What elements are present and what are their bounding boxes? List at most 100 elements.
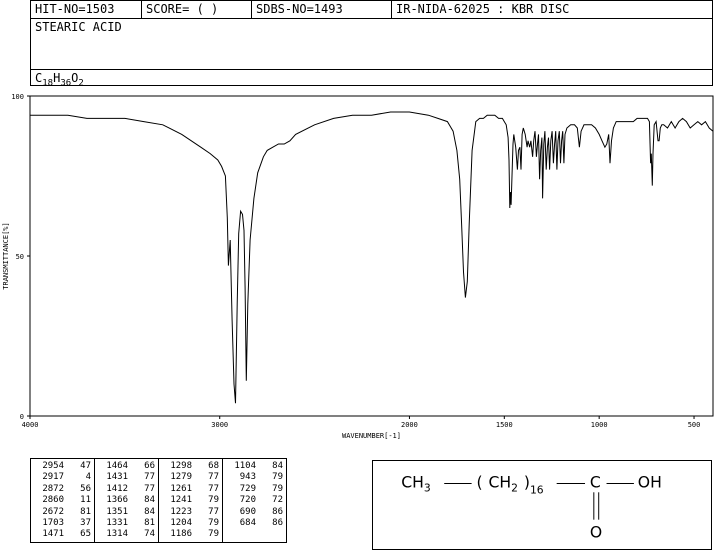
structure-hydroxyl: OH (638, 472, 662, 491)
peak-row: 2872 56 (34, 484, 91, 495)
peak-wavenumber: 1261 (170, 483, 192, 494)
peak-transmittance: 84 (144, 506, 155, 517)
peak-wavenumber: 1366 (106, 495, 128, 506)
compound-name: STEARIC ACID (35, 20, 122, 34)
peak-transmittance: 11 (80, 495, 91, 506)
peak-row: 2954 47 (34, 461, 91, 472)
peak-wavenumber: 2917 (42, 472, 64, 483)
peak-row: 1412 77 (98, 484, 155, 495)
peak-wavenumber: 2954 (42, 461, 64, 471)
peak-wavenumber: 2860 (42, 495, 64, 506)
peak-transmittance: 84 (272, 461, 283, 471)
peak-wavenumber: 690 (239, 506, 256, 517)
peak-transmittance: 72 (272, 495, 283, 506)
peak-row: 1314 74 (98, 529, 155, 540)
peak-transmittance: 86 (272, 506, 283, 517)
peak-wavenumber: 1104 (234, 461, 256, 471)
peak-wavenumber: 1412 (106, 483, 128, 494)
peak-transmittance: 77 (144, 472, 155, 483)
x-tick-label: 2000 (401, 421, 418, 429)
peak-row: 1104 84 (226, 461, 283, 472)
peak-transmittance: 79 (208, 529, 219, 540)
peak-transmittance: 65 (80, 529, 91, 540)
peak-row: 1351 84 (98, 507, 155, 518)
peak-row: 690 86 (226, 507, 283, 518)
peak-wavenumber: 1223 (170, 506, 192, 517)
y-tick-label: 100 (11, 93, 24, 101)
x-tick-label: 3000 (211, 421, 228, 429)
peak-row: 1703 37 (34, 518, 91, 529)
peak-wavenumber: 1471 (42, 529, 64, 540)
peak-transmittance: 66 (144, 461, 155, 471)
peak-row: 729 79 (226, 484, 283, 495)
peak-transmittance: 77 (208, 506, 219, 517)
peak-row: 2860 11 (34, 495, 91, 506)
peak-column: 2954 47 2917 4 2872 56 2860 11 2672 81 1703 37 1471 6… (31, 459, 95, 542)
spectrum-header: HIT-NO=1503 SCORE= ( ) SDBS-NO=1493 IR-N… (30, 0, 713, 89)
y-axis-label: TRANSMITTANCE[%] (2, 222, 10, 289)
peak-row: 720 72 (226, 495, 283, 506)
ir-spectrum-chart: 0 50 100 4000 3000 2000 1500 1000 500 WAVENUMBER… (2, 93, 714, 440)
hit-number: HIT-NO=1503 (31, 1, 142, 18)
peak-row: 1464 66 (98, 461, 155, 472)
peak-transmittance: 86 (272, 517, 283, 528)
peak-transmittance: 77 (144, 483, 155, 494)
peak-row: 1366 84 (98, 495, 155, 506)
peak-table: 2954 47 2917 4 2872 56 2860 11 2672 81 1703 37 1471 6… (30, 458, 287, 543)
molecular-formula: C18H36O2 (35, 71, 84, 89)
peak-row: 1431 77 (98, 472, 155, 483)
peak-transmittance: 81 (80, 506, 91, 517)
y-tick-label: 0 (20, 413, 24, 421)
peak-transmittance: 81 (144, 517, 155, 528)
chart-axes: 0 50 100 4000 3000 2000 1500 1000 500 (11, 93, 714, 429)
peak-row: 2917 4 (34, 472, 91, 483)
header-divider (31, 69, 712, 70)
structure-ch2-group: (CH2)16 (476, 472, 543, 496)
peak-transmittance: 77 (208, 472, 219, 483)
peak-transmittance: 79 (272, 483, 283, 494)
x-axis-label: WAVENUMBER[-1] (342, 432, 401, 440)
peak-wavenumber: 1314 (106, 529, 128, 540)
peak-transmittance: 79 (208, 495, 219, 506)
peak-wavenumber: 1351 (106, 506, 128, 517)
peak-wavenumber: 1241 (170, 495, 192, 506)
peak-transmittance: 47 (80, 461, 91, 471)
peak-transmittance: 77 (208, 483, 219, 494)
peak-row: 1298 68 (162, 461, 219, 472)
peak-row: 1331 81 (98, 518, 155, 529)
peak-row: 1261 77 (162, 484, 219, 495)
peak-transmittance: 4 (85, 472, 91, 483)
peak-row: 943 79 (226, 472, 283, 483)
peak-wavenumber: 1464 (106, 461, 128, 471)
header-id-row: HIT-NO=1503 SCORE= ( ) SDBS-NO=1493 IR-N… (31, 1, 712, 19)
peak-row: 1223 77 (162, 507, 219, 518)
peak-column: 1104 84 943 79 729 79 720 72 690 86 684 86 (223, 459, 286, 542)
peak-wavenumber: 729 (239, 483, 256, 494)
peak-wavenumber: 1298 (170, 461, 192, 471)
peak-column: 1464 66 1431 77 1412 77 1366 84 1351 84 1331 81 1314… (95, 459, 159, 542)
structure-carbon: C (590, 472, 601, 491)
peak-wavenumber: 684 (239, 517, 256, 528)
peak-wavenumber: 943 (239, 472, 256, 483)
peak-wavenumber: 1204 (170, 517, 192, 528)
x-tick-label: 1500 (496, 421, 513, 429)
peak-transmittance: 79 (208, 517, 219, 528)
peak-row: 1204 79 (162, 518, 219, 529)
peak-wavenumber: 1186 (170, 529, 192, 540)
ir-nida-info: IR-NIDA-62025 : KBR DISC (396, 2, 570, 16)
sdbs-number: SDBS-NO=1493 (252, 1, 392, 18)
score: SCORE= ( ) (142, 1, 252, 18)
peak-row: 2672 81 (34, 507, 91, 518)
peak-row: 1279 77 (162, 472, 219, 483)
x-tick-label: 1000 (591, 421, 608, 429)
y-tick-label: 50 (16, 253, 24, 261)
peak-column: 1298 68 1279 77 1261 77 1241 79 1223 77 1204 79 1186… (159, 459, 223, 542)
peak-transmittance: 84 (144, 495, 155, 506)
structure-diagram: CH3 (CH2)16 C OH O (372, 460, 712, 550)
peak-transmittance: 37 (80, 517, 91, 528)
spectrum-line (30, 111, 714, 404)
peak-row: 684 86 (226, 518, 283, 529)
peak-wavenumber: 1703 (42, 517, 64, 528)
x-tick-label: 4000 (22, 421, 39, 429)
peak-transmittance: 56 (80, 483, 91, 494)
